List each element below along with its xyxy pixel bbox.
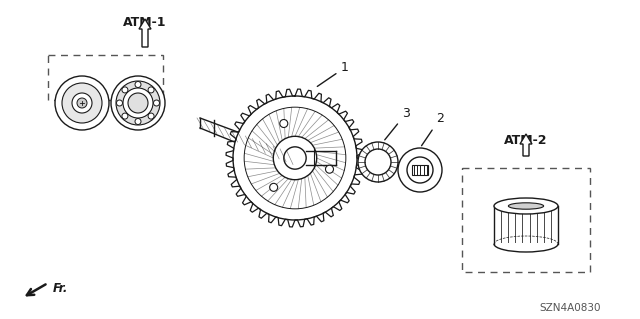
Circle shape	[77, 98, 87, 108]
FancyArrow shape	[139, 19, 151, 47]
Circle shape	[154, 100, 159, 106]
Circle shape	[280, 120, 288, 128]
Circle shape	[55, 76, 109, 130]
Circle shape	[365, 149, 391, 175]
Text: 3: 3	[385, 107, 410, 140]
Circle shape	[135, 81, 141, 87]
Bar	[48, 55, 163, 100]
Circle shape	[358, 142, 398, 182]
Text: SZN4A0830: SZN4A0830	[540, 303, 601, 313]
Ellipse shape	[508, 203, 543, 209]
Circle shape	[62, 83, 102, 123]
Circle shape	[123, 88, 153, 118]
Circle shape	[116, 100, 122, 106]
Circle shape	[148, 113, 154, 119]
Text: 1: 1	[317, 61, 349, 86]
Circle shape	[111, 76, 165, 130]
Bar	[462, 168, 590, 272]
Circle shape	[72, 93, 92, 113]
Circle shape	[398, 148, 442, 192]
Text: Fr.: Fr.	[53, 281, 68, 294]
Text: ATM-1: ATM-1	[124, 16, 167, 28]
Circle shape	[326, 165, 333, 173]
Circle shape	[122, 87, 128, 93]
Circle shape	[233, 96, 357, 220]
Circle shape	[116, 81, 160, 125]
Circle shape	[148, 87, 154, 93]
Text: 2: 2	[422, 112, 444, 146]
Circle shape	[269, 183, 278, 191]
Ellipse shape	[494, 198, 558, 214]
Bar	[412, 165, 428, 175]
Circle shape	[407, 157, 433, 183]
Circle shape	[122, 113, 128, 119]
Circle shape	[128, 93, 148, 113]
FancyArrow shape	[520, 134, 532, 156]
Circle shape	[135, 118, 141, 124]
Text: ATM-2: ATM-2	[504, 133, 548, 146]
